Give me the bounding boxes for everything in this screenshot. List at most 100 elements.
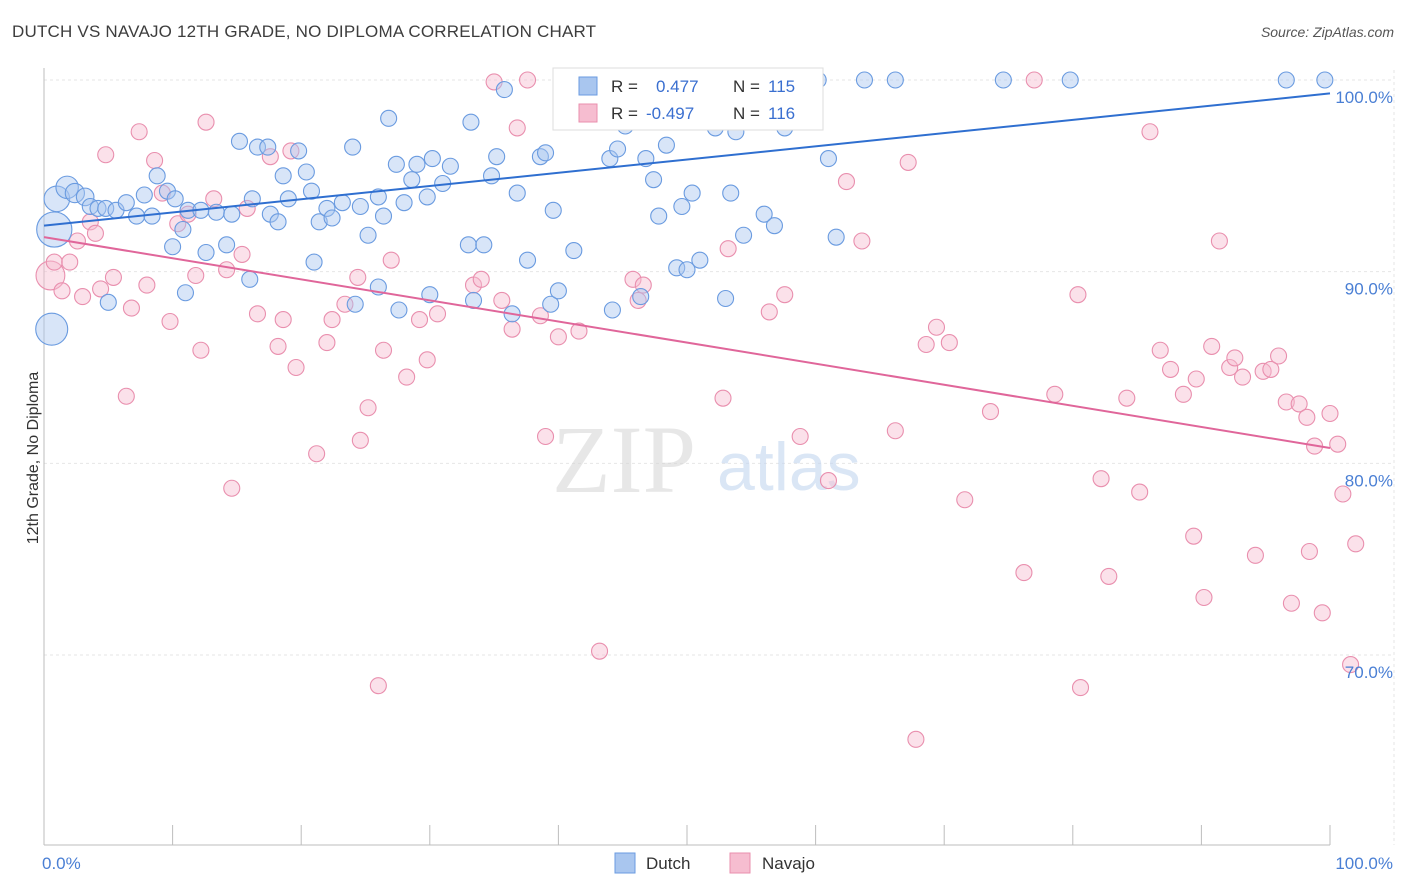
navajo-point [359, 399, 377, 417]
navajo-point [1321, 404, 1339, 423]
navajo-n-label: N = [733, 104, 760, 123]
y-tick-label: 90.0% [1345, 280, 1393, 299]
navajo-point [549, 328, 567, 346]
navajo-point [97, 146, 115, 164]
x-tick-label-end: 100.0% [1335, 854, 1393, 873]
dutch-point [241, 270, 259, 288]
navajo-point [1151, 341, 1169, 359]
navajo-point [1277, 393, 1295, 411]
dutch-point [657, 136, 675, 154]
dutch-point [1316, 71, 1334, 89]
dutch-point [819, 150, 838, 168]
navajo-point [274, 311, 292, 329]
navajo-point [776, 286, 794, 304]
y-tick-label: 70.0% [1345, 663, 1393, 682]
navajo-point [410, 311, 429, 329]
navajo-point [1118, 389, 1136, 407]
dutch-point [650, 207, 668, 225]
navajo-point [1025, 71, 1043, 89]
dutch-point [97, 199, 115, 217]
dutch-point [135, 186, 153, 204]
dutch-point [459, 236, 477, 254]
dutch-series-label: Dutch [646, 854, 690, 873]
navajo-point [886, 422, 904, 440]
dutch-point [755, 205, 773, 223]
navajo-point [1174, 385, 1192, 403]
dutch-point [359, 226, 377, 244]
dutch-point [374, 207, 393, 225]
dutch-point [323, 209, 341, 227]
navajo-point [117, 387, 135, 405]
navajo-point [981, 403, 1000, 421]
navajo-point [1313, 604, 1331, 622]
dutch-point [645, 171, 663, 189]
navajo-point [1203, 337, 1221, 355]
navajo-point [493, 291, 511, 309]
dutch-series-swatch [614, 852, 636, 874]
dutch-point [495, 81, 513, 99]
dutch-r-value: 0.477 [656, 77, 699, 96]
navajo-point [349, 268, 367, 286]
dutch-point [164, 238, 182, 256]
navajo-point [1226, 349, 1244, 367]
navajo-point [1015, 564, 1033, 582]
navajo-point [1300, 542, 1318, 561]
navajo-point [819, 472, 838, 490]
dutch-n-label: N = [733, 77, 760, 96]
dutch-point [197, 243, 215, 262]
navajo-point [1334, 485, 1352, 503]
dutch-point [390, 301, 408, 319]
dutch-point [441, 157, 459, 175]
navajo-point [428, 305, 447, 323]
dutch-point [603, 301, 621, 319]
dutch-point [305, 253, 323, 271]
navajo-point [53, 282, 71, 300]
navajo-point [472, 270, 490, 288]
dutch-point [678, 261, 696, 279]
dutch-point [994, 71, 1012, 89]
navajo-point [1221, 358, 1239, 377]
dutch-point [218, 236, 236, 254]
navajo-point [940, 334, 958, 352]
navajo-series-label: Navajo [762, 854, 815, 873]
navajo-point [1071, 679, 1090, 697]
navajo-point [382, 251, 400, 269]
dutch-point [691, 251, 709, 269]
dutch-point [542, 295, 560, 313]
dutch-point [290, 142, 308, 160]
navajo-point [1234, 368, 1252, 386]
dutch-point [423, 150, 441, 168]
navajo-trendline [43, 236, 1331, 449]
navajo-point [1298, 408, 1316, 426]
dutch-point [408, 155, 426, 173]
dutch-point [735, 226, 753, 244]
navajo-point [536, 427, 555, 446]
navajo-point [138, 276, 156, 294]
series-legend: Dutch Navajo [614, 852, 815, 874]
dutch-point [717, 289, 735, 308]
navajo-point [907, 730, 925, 748]
navajo-r-value: -0.497 [646, 104, 694, 123]
y-tick-label: 100.0% [1335, 88, 1393, 107]
dutch-point [518, 251, 537, 269]
dutch-point [248, 138, 267, 156]
navajo-point [74, 288, 92, 306]
navajo-point [86, 224, 104, 242]
navajo-point [1195, 588, 1213, 607]
dutch-point [35, 312, 69, 346]
dutch-point [855, 71, 874, 89]
dutch-point [668, 259, 686, 277]
navajo-point [508, 119, 526, 137]
dutch-point [609, 140, 627, 158]
navajo-point [61, 253, 79, 271]
dutch-point [508, 184, 526, 202]
navajo-r-label: R = [611, 104, 638, 123]
dutch-point [64, 182, 86, 204]
navajo-point [122, 299, 140, 317]
navajo-point [1347, 535, 1365, 553]
navajo-series-swatch [729, 852, 751, 874]
navajo-point [323, 311, 341, 329]
dutch-point [765, 217, 783, 235]
navajo-point [837, 173, 856, 191]
